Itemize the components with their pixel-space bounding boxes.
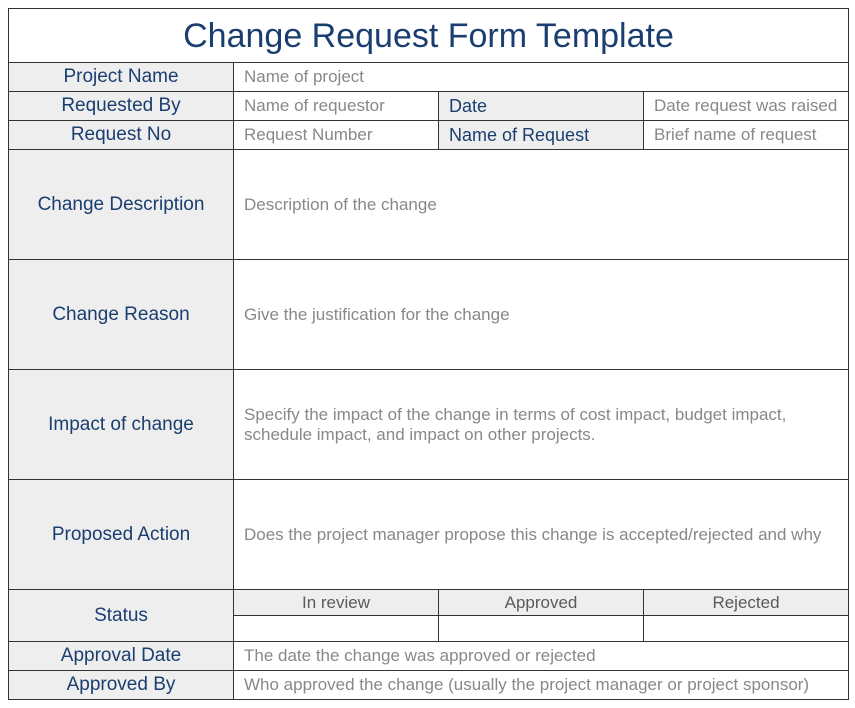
value-approval-date[interactable]: The date the change was approved or reje…	[234, 642, 849, 671]
label-proposed-action: Proposed Action	[9, 480, 234, 590]
change-request-form: Change Request Form Template Project Nam…	[8, 8, 849, 700]
row-proposed-action: Proposed Action Does the project manager…	[9, 480, 849, 590]
label-impact: Impact of change	[9, 370, 234, 480]
label-request-no: Request No	[9, 121, 234, 150]
value-name-of-request[interactable]: Brief name of request	[644, 121, 849, 150]
title-row: Change Request Form Template	[9, 9, 849, 63]
label-requested-by: Requested By	[9, 92, 234, 121]
label-approved-by: Approved By	[9, 671, 234, 700]
status-value-in-review[interactable]	[234, 616, 439, 642]
row-impact: Impact of change Specify the impact of t…	[9, 370, 849, 480]
label-change-reason: Change Reason	[9, 260, 234, 370]
status-value-approved[interactable]	[439, 616, 644, 642]
status-option-rejected: Rejected	[644, 590, 849, 616]
row-approval-date: Approval Date The date the change was ap…	[9, 642, 849, 671]
value-project-name[interactable]: Name of project	[234, 63, 849, 92]
form-title: Change Request Form Template	[9, 9, 849, 63]
row-requested-by: Requested By Name of requestor Date Date…	[9, 92, 849, 121]
status-option-in-review: In review	[234, 590, 439, 616]
row-approved-by: Approved By Who approved the change (usu…	[9, 671, 849, 700]
label-project-name: Project Name	[9, 63, 234, 92]
value-impact[interactable]: Specify the impact of the change in term…	[234, 370, 849, 480]
row-request-no: Request No Request Number Name of Reques…	[9, 121, 849, 150]
row-change-reason: Change Reason Give the justification for…	[9, 260, 849, 370]
value-change-reason[interactable]: Give the justification for the change	[234, 260, 849, 370]
label-status: Status	[9, 590, 234, 642]
label-date: Date	[439, 92, 644, 121]
row-change-description: Change Description Description of the ch…	[9, 150, 849, 260]
label-approval-date: Approval Date	[9, 642, 234, 671]
value-date[interactable]: Date request was raised	[644, 92, 849, 121]
row-status-options: Status In review Approved Rejected	[9, 590, 849, 616]
status-value-rejected[interactable]	[644, 616, 849, 642]
status-option-approved: Approved	[439, 590, 644, 616]
value-request-no[interactable]: Request Number	[234, 121, 439, 150]
value-proposed-action[interactable]: Does the project manager propose this ch…	[234, 480, 849, 590]
value-approved-by[interactable]: Who approved the change (usually the pro…	[234, 671, 849, 700]
label-change-description: Change Description	[9, 150, 234, 260]
label-name-of-request: Name of Request	[439, 121, 644, 150]
value-requested-by[interactable]: Name of requestor	[234, 92, 439, 121]
row-project-name: Project Name Name of project	[9, 63, 849, 92]
value-change-description[interactable]: Description of the change	[234, 150, 849, 260]
